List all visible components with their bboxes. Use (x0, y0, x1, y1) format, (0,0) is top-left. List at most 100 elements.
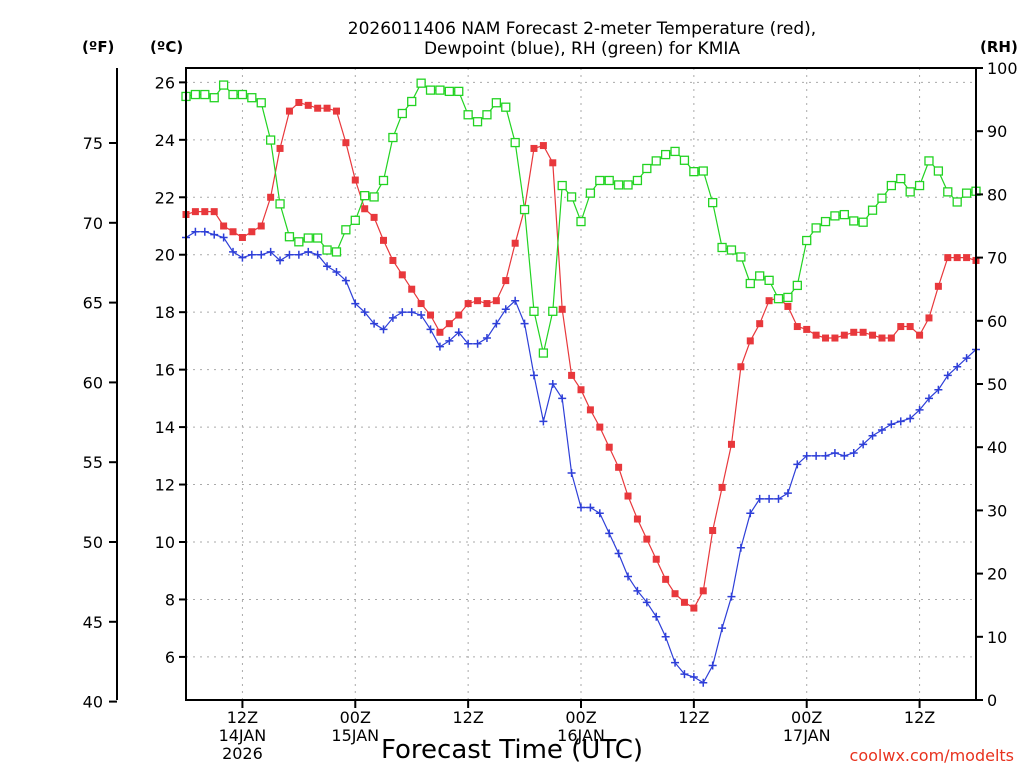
data-point-temperature (332, 107, 340, 115)
data-point-dewpoint (708, 661, 717, 670)
data-point-dewpoint (689, 673, 698, 682)
data-point-rh (783, 292, 793, 303)
data-point-temperature (934, 282, 942, 290)
data-point-dewpoint (229, 247, 238, 256)
x-tick-label: 16JAN (557, 726, 605, 745)
data-point-temperature (483, 300, 491, 308)
data-point-dewpoint (407, 308, 416, 317)
data-point-temperature (869, 331, 877, 339)
data-point-dewpoint (219, 233, 228, 242)
data-point-temperature (361, 205, 369, 213)
rh-tick-label: 40 (987, 438, 1007, 457)
celsius-tick-label: 22 (155, 188, 175, 207)
data-point-rh (388, 132, 398, 143)
data-point-rh (472, 117, 483, 127)
data-point-rh (792, 280, 802, 291)
data-point-dewpoint (652, 612, 661, 621)
data-point-dewpoint (943, 371, 952, 380)
data-point-temperature (897, 323, 905, 331)
data-point-temperature (793, 323, 801, 331)
fahrenheit-tick-label: 65 (83, 294, 103, 313)
data-point-dewpoint (849, 448, 858, 457)
data-point-temperature (474, 297, 482, 305)
data-point-rh (256, 98, 266, 108)
data-point-temperature (210, 208, 218, 216)
data-point-dewpoint (812, 451, 821, 460)
data-point-temperature (916, 331, 924, 339)
data-point-temperature (944, 254, 952, 262)
data-point-dewpoint (642, 598, 651, 607)
data-point-dewpoint (821, 451, 830, 460)
data-point-rh (642, 163, 652, 174)
data-point-dewpoint (567, 469, 576, 478)
data-point-rh (284, 232, 295, 242)
data-point-dewpoint (511, 296, 520, 305)
x-tick-label: 12Z (227, 708, 258, 727)
left-unit-celsius: (ºC) (150, 38, 183, 56)
data-point-rh (877, 193, 887, 203)
data-point-dewpoint (793, 460, 802, 469)
data-point-dewpoint (887, 420, 896, 429)
data-point-temperature (314, 104, 322, 112)
data-point-temperature (351, 176, 359, 184)
data-point-rh (501, 102, 511, 112)
data-point-dewpoint (388, 313, 397, 322)
data-point-rh (397, 108, 407, 119)
data-point-dewpoint (558, 394, 567, 403)
data-point-dewpoint (830, 448, 839, 457)
data-point-rh (632, 175, 643, 186)
celsius-tick-label: 26 (155, 73, 175, 92)
data-point-dewpoint (783, 489, 792, 498)
data-point-rh (660, 149, 671, 160)
data-point-rh (764, 275, 774, 286)
data-point-dewpoint (294, 250, 303, 259)
x-tick-label: 2026 (222, 744, 263, 763)
celsius-tick-label: 20 (155, 246, 175, 265)
data-point-temperature (568, 371, 576, 379)
data-point-rh (557, 180, 567, 191)
data-point-dewpoint (586, 503, 595, 512)
data-point-temperature (436, 328, 444, 336)
data-point-rh (322, 245, 332, 255)
data-point-dewpoint (727, 592, 736, 601)
data-point-temperature (427, 311, 435, 319)
data-point-temperature (304, 101, 312, 109)
data-point-dewpoint (699, 678, 708, 687)
rh-tick-label: 100 (987, 59, 1018, 78)
data-point-temperature (822, 334, 830, 342)
left-unit-fahrenheit: (ºF) (82, 38, 114, 56)
data-point-rh (698, 166, 708, 176)
data-point-rh (237, 89, 248, 100)
data-point-dewpoint (257, 250, 266, 259)
data-point-rh (670, 146, 680, 157)
data-point-temperature (718, 483, 726, 491)
data-point-rh (350, 215, 360, 225)
data-point-temperature (408, 285, 416, 293)
data-point-temperature (605, 443, 613, 451)
data-point-rh (679, 155, 690, 165)
data-point-temperature (558, 305, 566, 313)
data-point-rh (943, 187, 953, 197)
data-point-rh (463, 110, 473, 120)
data-point-dewpoint (680, 670, 689, 679)
data-point-temperature (342, 139, 350, 147)
fahrenheit-tick-label: 60 (83, 373, 103, 392)
data-point-temperature (699, 587, 707, 595)
data-point-dewpoint (718, 624, 727, 633)
data-point-rh (303, 233, 313, 243)
data-point-dewpoint (492, 319, 501, 328)
rh-tick-label: 0 (987, 691, 997, 710)
data-point-dewpoint (304, 247, 313, 256)
celsius-tick-label: 24 (155, 131, 175, 150)
data-point-rh (802, 235, 812, 246)
data-point-rh (651, 156, 661, 166)
data-point-temperature (662, 575, 670, 583)
data-point-dewpoint (520, 319, 529, 328)
data-point-temperature (276, 144, 284, 152)
data-point-dewpoint (482, 334, 491, 343)
data-point-dewpoint (774, 494, 783, 503)
data-point-temperature (746, 337, 754, 345)
data-point-temperature (295, 98, 303, 106)
data-point-rh (378, 175, 389, 186)
